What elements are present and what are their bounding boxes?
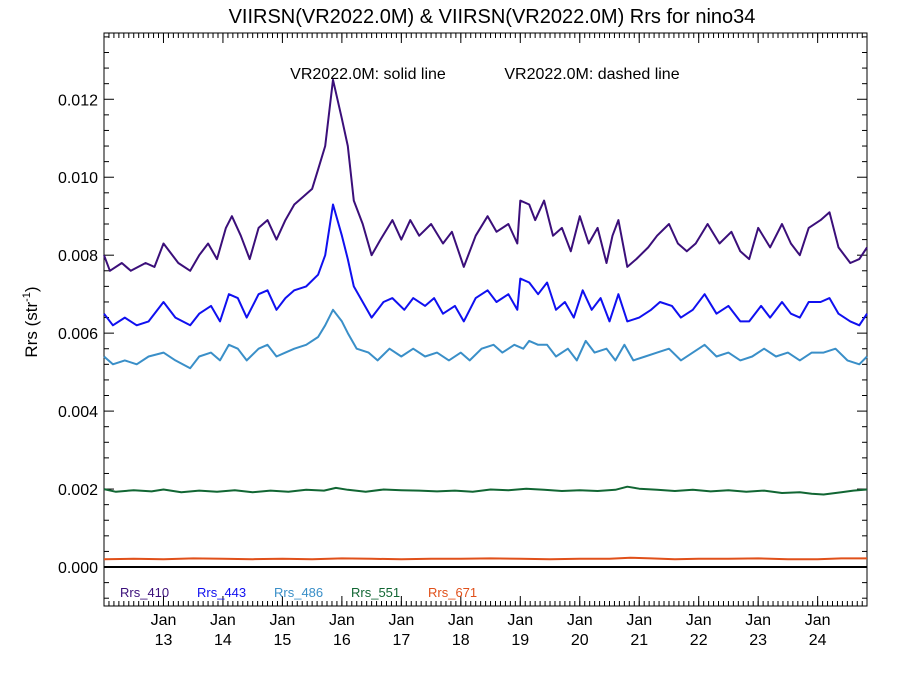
y-tick-label: 0.002 — [58, 482, 98, 499]
legend-label-rrs-486: Rrs_486 — [274, 585, 323, 600]
x-tick-label-month: Jan — [448, 612, 474, 629]
x-tick-label-year: 15 — [274, 632, 292, 649]
x-tick-label-year: 13 — [155, 632, 173, 649]
series-line-rrs-486 — [103, 308, 868, 370]
legend-label-rrs-410: Rrs_410 — [120, 585, 169, 600]
series-line-rrs-410 — [103, 78, 868, 272]
x-tick-label-month: Jan — [210, 612, 236, 629]
series-line-rrs-551 — [103, 485, 868, 496]
x-tick-label-year: 21 — [630, 632, 648, 649]
series-line-rrs-671 — [103, 556, 867, 561]
y-tick-label: 0.012 — [58, 92, 98, 109]
x-tick-label-month: Jan — [686, 612, 712, 629]
x-tick-label-year: 24 — [809, 632, 827, 649]
chart-title: VIIRSN(VR2022.0M) & VIIRSN(VR2022.0M) Rr… — [229, 6, 756, 28]
x-tick-label-month: Jan — [567, 612, 593, 629]
x-tick-label-year: 16 — [333, 632, 351, 649]
x-tick-label-month: Jan — [329, 612, 355, 629]
x-tick-label-month: Jan — [270, 612, 296, 629]
y-tick-label: 0.010 — [58, 170, 98, 187]
y-tick-label: 0.004 — [58, 404, 98, 421]
y-axis-label: Rrs (str-1) — [21, 286, 41, 357]
y-tick-label: 0.006 — [58, 326, 98, 343]
x-tick-label-year: 18 — [452, 632, 470, 649]
x-tick-label-month: Jan — [388, 612, 414, 629]
legend-label-rrs-671: Rrs_671 — [428, 585, 477, 600]
y-tick-label: 0.000 — [58, 560, 98, 577]
legend-label-rrs-443: Rrs_443 — [197, 585, 246, 600]
x-tick-label-year: 23 — [749, 632, 767, 649]
y-tick-label: 0.008 — [58, 248, 98, 265]
subtitle-solid-line: VR2022.0M: solid line — [290, 66, 446, 83]
series-line-rrs-443 — [103, 203, 868, 327]
x-tick-label-year: 20 — [571, 632, 589, 649]
x-tick-label-month: Jan — [507, 612, 533, 629]
x-tick-label-month: Jan — [151, 612, 177, 629]
x-tick-label-year: 22 — [690, 632, 708, 649]
x-tick-label-month: Jan — [805, 612, 831, 629]
plot-area: 0.000 0.002 0.004 0.006 0.008 0.010 0.012 Jan 13… — [58, 32, 868, 649]
x-tick-label-month: Jan — [626, 612, 652, 629]
legend-label-rrs-551: Rrs_551 — [351, 585, 400, 600]
x-tick-label-year: 17 — [392, 632, 410, 649]
x-tick-label-year: 19 — [511, 632, 529, 649]
x-tick-label-year: 14 — [214, 632, 232, 649]
x-tick-label-month: Jan — [745, 612, 771, 629]
subtitle-dashed-line: VR2022.0M: dashed line — [504, 66, 679, 83]
